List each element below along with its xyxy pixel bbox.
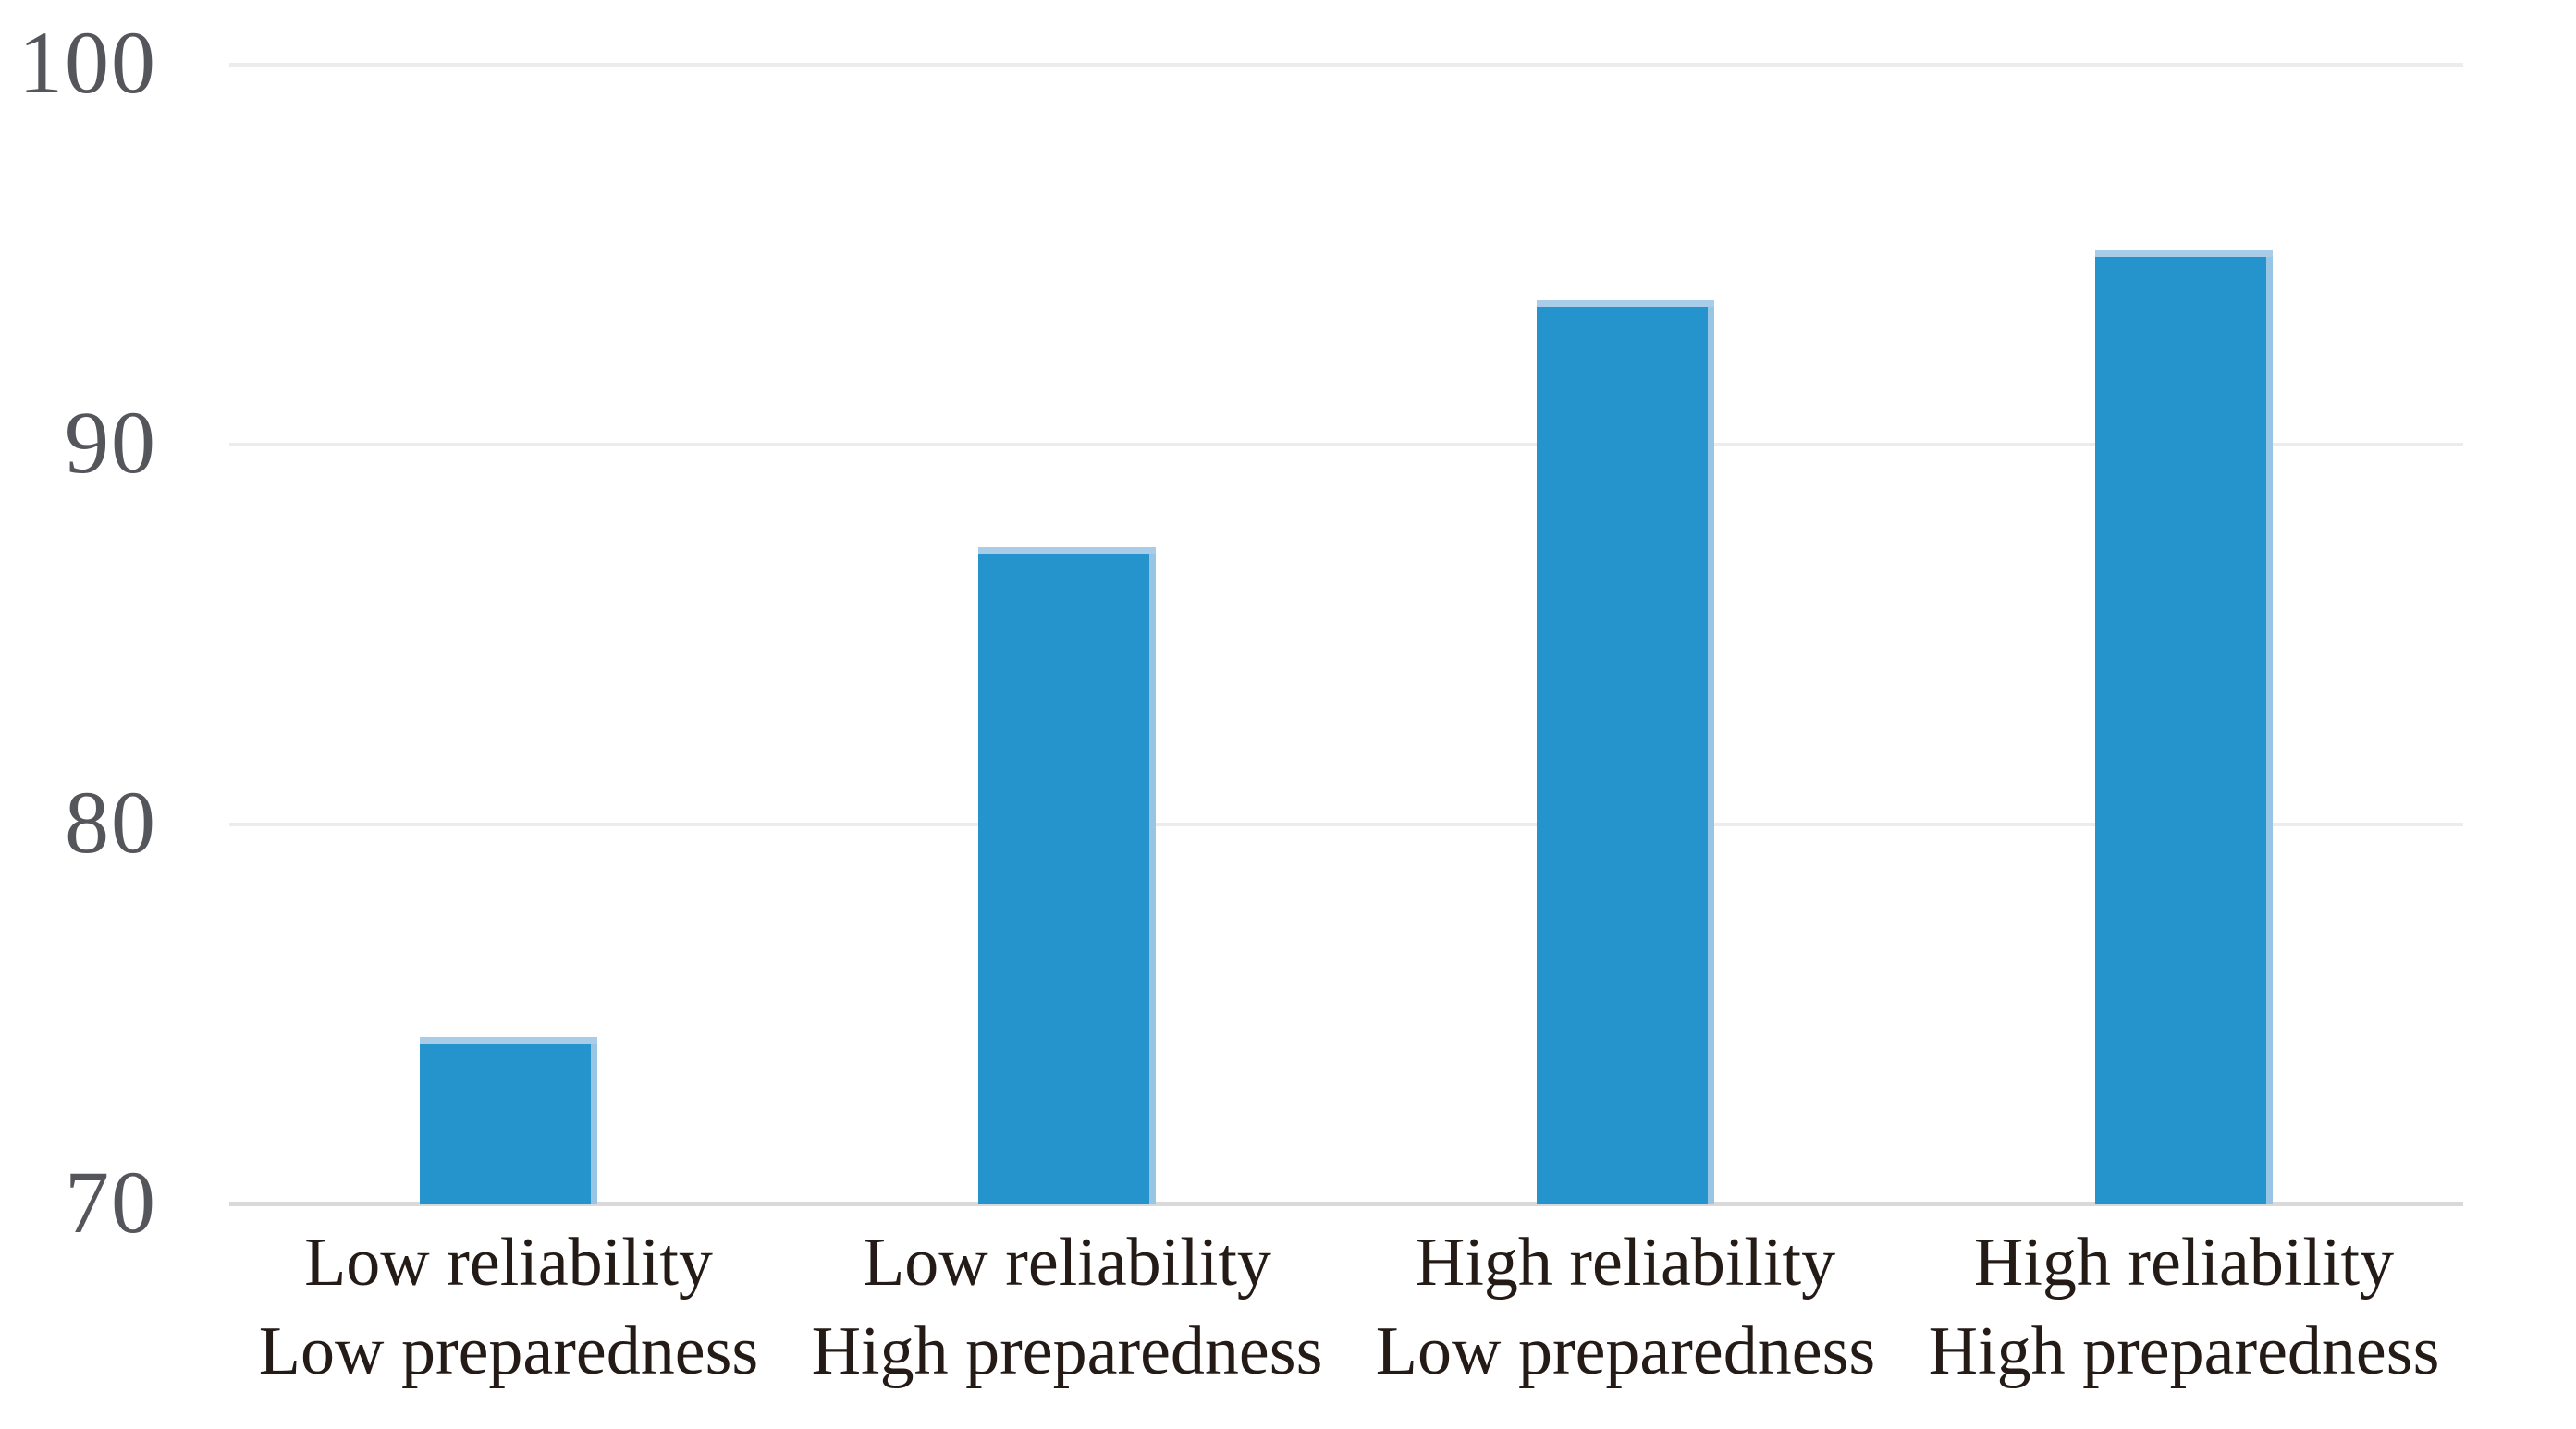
category-line1: Low reliability [863,1225,1271,1301]
bar-2 [978,546,1156,1204]
x-category-label-1: Low reliability Low preparedness [229,1218,788,1396]
x-axis-line [229,1202,2463,1206]
gridline-100 [229,63,2463,67]
x-axis-category-labels: Low reliability Low preparedness Low relia… [229,1218,2463,1396]
category-line2: High preparedness [1928,1313,2440,1390]
y-tick-label-100: 100 [18,13,157,113]
y-axis-tick-labels: 70 80 90 100 [0,18,165,1247]
category-line2: High preparedness [811,1313,1323,1390]
gridline-80 [229,823,2463,826]
category-line2: Low preparedness [258,1313,759,1390]
category-line2: Low preparedness [1375,1313,1876,1390]
bar-1 [420,1037,597,1204]
x-category-label-3: High reliability Low preparedness [1346,1218,1905,1396]
y-tick-label-80: 80 [65,773,157,873]
gridline-90 [229,443,2463,446]
y-tick-label-90: 90 [65,393,157,493]
category-line1: Low reliability [304,1225,713,1301]
x-category-label-4: High reliability High preparedness [1905,1218,2463,1396]
category-line1: High reliability [1415,1225,1836,1301]
plot-area [229,63,2463,1206]
y-tick-label-70: 70 [65,1153,157,1252]
category-line1: High reliability [1973,1225,2395,1301]
bar-3 [1537,299,1714,1204]
x-category-label-2: Low reliability High preparedness [788,1218,1346,1396]
bar-4 [2095,250,2273,1204]
